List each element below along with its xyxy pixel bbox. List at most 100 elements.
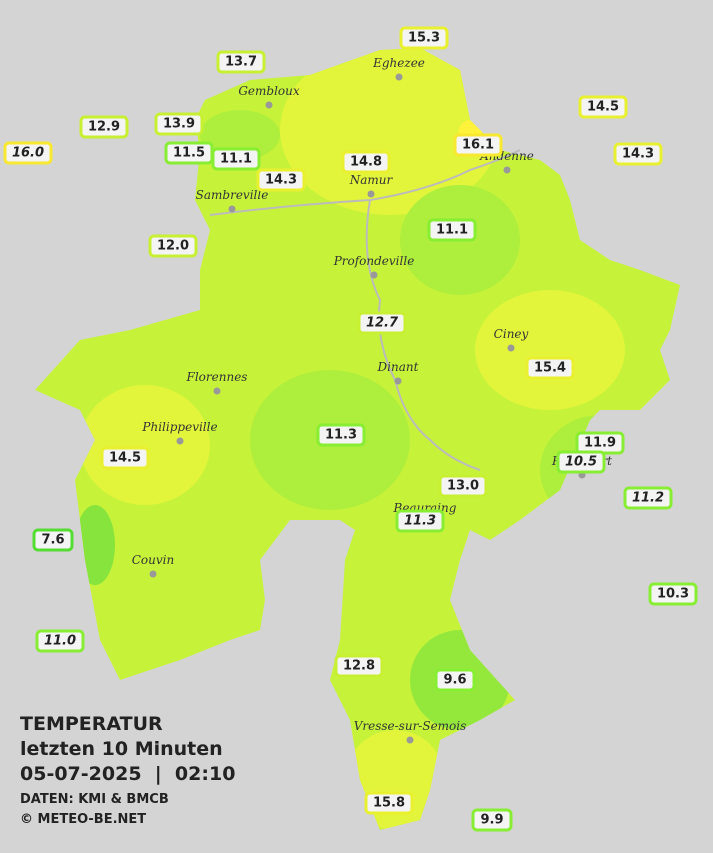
town-dot [228,205,236,213]
town-name: Eghezee [372,56,425,70]
station-label: 13.9 [154,112,204,136]
station-value: 12.0 [157,239,189,254]
title: TEMPERATUR [20,713,163,735]
station-box [35,629,85,653]
station-value: 14.5 [109,451,141,466]
station-label: 12.8 [334,654,384,678]
station-label: 10.5 [556,450,606,474]
town-name: Ciney [494,327,529,341]
town-dot [149,570,157,578]
river [209,149,521,216]
station-label: 16.1 [453,133,503,157]
station-label: 11.5 [164,141,214,165]
station-value: 12.8 [343,659,375,674]
station-box [316,423,366,447]
timestamp: 05-07-2025 | 02:10 [20,763,235,785]
town-name: Dinant [377,360,419,374]
station-value: 16.0 [12,146,44,161]
station-box [211,147,261,171]
town-name: Philippeville [141,420,217,434]
station-value: 11.9 [584,436,616,451]
station-value: 12.9 [88,120,120,135]
town-name: Profondeville [333,254,415,268]
station-value: 10.5 [565,455,597,470]
station-box [341,150,391,174]
station-label: 13.7 [216,50,266,74]
station-box [3,141,53,165]
town-dot [367,190,375,198]
station-label: 12.7 [357,311,407,335]
station-label: 15.3 [399,26,449,50]
town-dot [213,387,221,395]
station-label: 11.2 [623,486,673,510]
station-box [100,446,150,470]
station-label: 14.8 [341,150,391,174]
station-label: 11.3 [395,509,445,533]
station-label: 14.5 [578,95,628,119]
station-label: 7.6 [32,528,74,552]
station-box [613,142,663,166]
station-value: 11.1 [436,223,468,238]
station-box [427,218,477,242]
station-label: 11.0 [35,629,85,653]
station-label: 9.6 [434,668,476,692]
town-dot [394,377,402,385]
station-value: 11.2 [632,491,664,506]
station-label: 11.1 [427,218,477,242]
town-dot [370,271,378,279]
station-value: 15.3 [408,31,440,46]
station-label: 13.0 [438,474,488,498]
station-label: 14.3 [613,142,663,166]
station-box [525,356,575,380]
credit: DATEN: KMI & BMCB [20,792,169,807]
station-box [623,486,673,510]
station-value: 13.9 [163,117,195,132]
station-value: 14.3 [265,173,297,188]
station-label: 15.8 [364,791,414,815]
station-value: 14.8 [350,155,382,170]
town-name: Florennes [186,370,248,384]
station-box [357,311,407,335]
station-box [578,95,628,119]
river [365,199,481,471]
town-name: Sambreville [196,188,269,202]
station-box [399,26,449,50]
station-box [334,654,384,678]
station-box [434,668,476,692]
station-box [79,115,129,139]
station-label: 12.9 [79,115,129,139]
station-label: 14.5 [100,446,150,470]
station-box [438,474,488,498]
station-box [148,234,198,258]
station-label: 15.4 [525,356,575,380]
station-box [648,582,698,606]
station-box [364,791,414,815]
station-label: 16.0 [3,141,53,165]
town-dot [176,437,184,445]
town-name: Vresse-sur-Semois [354,719,467,733]
station-box [216,50,266,74]
town-name: Couvin [132,553,174,567]
station-value: 15.8 [373,796,405,811]
station-label: 11.9 [575,431,625,455]
station-value: 16.1 [462,138,494,153]
station-value: 11.5 [173,146,205,161]
station-label: 10.3 [648,582,698,606]
station-box [395,509,445,533]
station-label: 9.9 [471,808,513,832]
town-dot [265,101,273,109]
town-name: Namur [349,173,394,187]
station-value: 14.5 [587,100,619,115]
station-value: 11.0 [44,634,76,649]
station-label: 11.3 [316,423,366,447]
subtitle: letzten 10 Minuten [20,738,223,760]
town-dot [503,166,511,174]
station-box [256,168,306,192]
town-dot [507,344,515,352]
station-value: 11.3 [325,428,357,443]
station-value: 13.7 [225,55,257,70]
town-name: Gembloux [238,84,300,98]
station-box [556,450,606,474]
station-value: 14.3 [622,147,654,162]
